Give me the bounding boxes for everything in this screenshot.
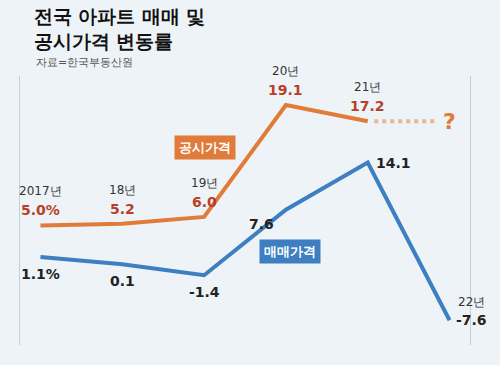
- svg-text:7.6: 7.6: [249, 216, 274, 232]
- svg-text:?: ?: [443, 109, 456, 134]
- svg-text:5.2: 5.2: [110, 201, 135, 217]
- svg-text:-7.6: -7.6: [456, 312, 487, 328]
- svg-text:19.1: 19.1: [268, 82, 303, 98]
- svg-text:전국 아파트 매매 및공시가격 변동률: 전국 아파트 매매 및공시가격 변동률: [34, 5, 206, 52]
- svg-text:자료=한국부동산원: 자료=한국부동산원: [36, 56, 133, 69]
- svg-text:2017년: 2017년: [19, 184, 62, 198]
- svg-text:매매가격: 매매가격: [264, 244, 316, 259]
- svg-text:19년: 19년: [191, 176, 218, 190]
- svg-text:18년: 18년: [109, 183, 136, 197]
- svg-text:20년: 20년: [272, 64, 299, 78]
- svg-text:0.1: 0.1: [110, 273, 135, 289]
- svg-text:5.0%: 5.0%: [21, 202, 60, 218]
- svg-text:21년: 21년: [354, 80, 381, 94]
- svg-text:-1.4: -1.4: [189, 284, 220, 300]
- svg-text:14.1: 14.1: [376, 155, 411, 171]
- svg-text:6.0: 6.0: [192, 194, 217, 210]
- svg-text:17.2: 17.2: [350, 98, 385, 114]
- svg-text:1.1%: 1.1%: [21, 266, 60, 282]
- svg-text:공시가격: 공시가격: [179, 140, 231, 155]
- svg-text:22년: 22년: [458, 295, 485, 309]
